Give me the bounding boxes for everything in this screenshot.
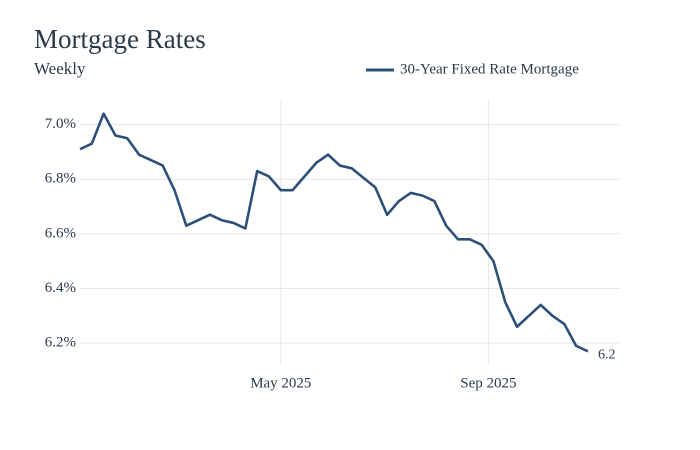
y-tick-label: 6.8%: [45, 171, 76, 187]
y-tick-label: 7.0%: [45, 116, 76, 132]
y-tick-label: 6.6%: [45, 225, 76, 241]
y-tick-label: 6.4%: [45, 280, 76, 296]
chart-title: Mortgage Rates: [34, 24, 206, 54]
x-tick-label: May 2025: [250, 375, 311, 391]
x-tick-label: Sep 2025: [460, 375, 516, 391]
end-label: 6.2: [598, 348, 616, 363]
chart-subtitle: Weekly: [34, 59, 86, 78]
line-series: [79, 112, 589, 353]
legend-label: 30-Year Fixed Rate Mortgage: [400, 61, 579, 77]
y-tick-label: 6.2%: [45, 335, 76, 351]
